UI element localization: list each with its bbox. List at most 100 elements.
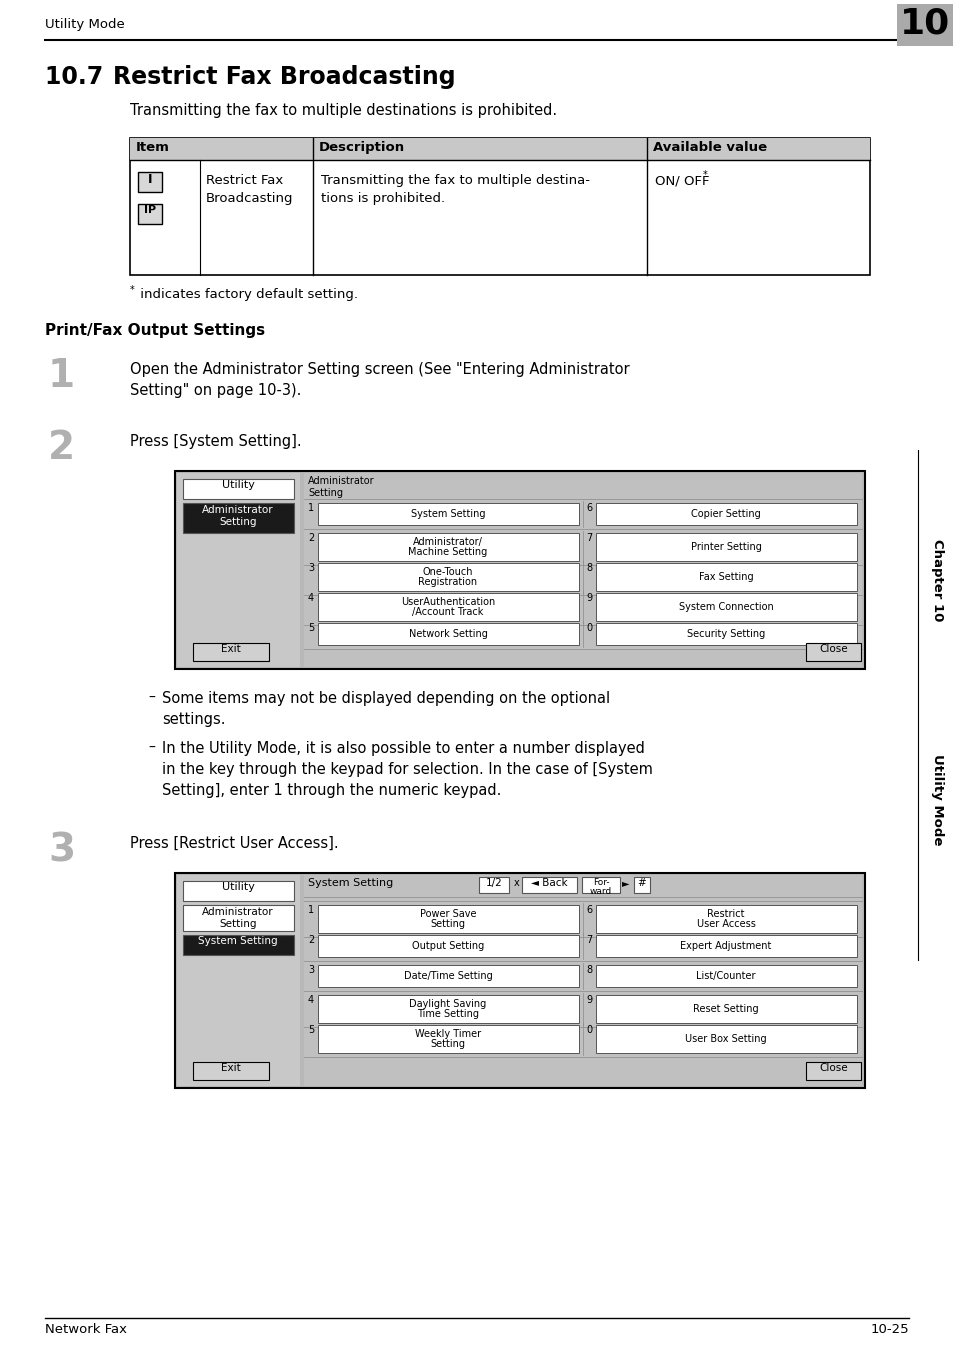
Text: Network Setting: Network Setting <box>408 629 487 639</box>
Bar <box>478 877 509 894</box>
Bar <box>596 904 856 933</box>
Bar <box>521 877 577 894</box>
Text: Network Fax: Network Fax <box>45 1324 127 1336</box>
Text: Item: Item <box>136 141 170 154</box>
Text: 9: 9 <box>585 995 592 1005</box>
Bar <box>596 995 856 1023</box>
Bar <box>193 644 269 661</box>
Text: Power Save
Setting: Power Save Setting <box>419 909 476 929</box>
Text: 0: 0 <box>585 1025 592 1036</box>
Text: 10.7: 10.7 <box>45 65 128 89</box>
Bar <box>304 473 862 667</box>
Text: Administrator
Setting: Administrator Setting <box>308 476 375 498</box>
Bar <box>193 1063 269 1080</box>
Text: System Setting: System Setting <box>198 936 277 946</box>
Text: Utility Mode: Utility Mode <box>45 18 125 31</box>
Bar <box>805 1063 861 1080</box>
Bar <box>304 875 862 1086</box>
Bar <box>596 503 856 525</box>
Bar <box>130 138 869 274</box>
Text: Open the Administrator Setting screen (See "Entering Administrator
Setting" on p: Open the Administrator Setting screen (S… <box>130 362 629 397</box>
Text: User Box Setting: User Box Setting <box>684 1034 766 1044</box>
Text: One-Touch
Registration: One-Touch Registration <box>418 566 477 587</box>
Text: 4: 4 <box>308 594 314 603</box>
Bar <box>896 4 953 46</box>
Bar <box>634 877 649 894</box>
Bar <box>581 877 619 894</box>
Text: Output Setting: Output Setting <box>412 941 483 950</box>
Bar <box>317 995 578 1023</box>
Bar <box>317 594 578 621</box>
Bar <box>596 936 856 957</box>
Bar <box>317 562 578 591</box>
Text: I: I <box>148 173 152 187</box>
Text: 2: 2 <box>308 533 314 544</box>
Text: Print/Fax Output Settings: Print/Fax Output Settings <box>45 323 265 338</box>
Bar <box>183 882 294 900</box>
Text: 8: 8 <box>585 562 592 573</box>
Text: Utility: Utility <box>221 480 254 489</box>
Text: *: * <box>130 285 134 295</box>
Text: 6: 6 <box>585 904 592 915</box>
Text: Utility Mode: Utility Mode <box>930 754 943 846</box>
Text: 10-25: 10-25 <box>869 1324 908 1336</box>
Text: Description: Description <box>318 141 405 154</box>
Text: UserAuthentication
/Account Track: UserAuthentication /Account Track <box>400 596 495 618</box>
Text: 5: 5 <box>308 623 314 633</box>
Bar <box>177 875 299 1086</box>
Bar <box>317 936 578 957</box>
Text: System Connection: System Connection <box>678 602 773 612</box>
Text: 6: 6 <box>585 503 592 512</box>
Bar <box>130 138 869 160</box>
Text: Daylight Saving
Time Setting: Daylight Saving Time Setting <box>409 999 486 1019</box>
Text: Copier Setting: Copier Setting <box>690 508 760 519</box>
Text: #: # <box>637 877 646 888</box>
Text: 10: 10 <box>899 5 949 41</box>
Text: Date/Time Setting: Date/Time Setting <box>403 971 492 982</box>
Text: 2: 2 <box>48 429 75 466</box>
Text: Expert Adjustment: Expert Adjustment <box>679 941 771 950</box>
Text: ►: ► <box>621 877 629 888</box>
Text: x: x <box>514 877 519 888</box>
Bar <box>596 965 856 987</box>
Bar <box>596 533 856 561</box>
Text: 3: 3 <box>308 562 314 573</box>
Text: Available value: Available value <box>652 141 766 154</box>
Text: –: – <box>148 691 154 704</box>
Bar <box>317 965 578 987</box>
Bar <box>177 473 299 667</box>
Bar <box>317 1025 578 1053</box>
Text: Press [Restrict User Access].: Press [Restrict User Access]. <box>130 836 338 850</box>
Text: In the Utility Mode, it is also possible to enter a number displayed
in the key : In the Utility Mode, it is also possible… <box>162 741 652 798</box>
Text: 3: 3 <box>48 831 75 869</box>
Bar <box>596 594 856 621</box>
Bar <box>138 204 162 224</box>
Bar <box>317 904 578 933</box>
Text: Weekly Timer
Setting: Weekly Timer Setting <box>415 1029 480 1049</box>
Text: Fax Setting: Fax Setting <box>698 572 753 581</box>
Text: Transmitting the fax to multiple destina-
tions is prohibited.: Transmitting the fax to multiple destina… <box>320 174 589 206</box>
Text: 4: 4 <box>308 995 314 1005</box>
Text: Reset Setting: Reset Setting <box>693 1005 758 1014</box>
Text: 1/2: 1/2 <box>485 877 502 888</box>
Bar <box>183 904 294 932</box>
Text: Close: Close <box>819 1063 847 1073</box>
Bar <box>183 479 294 499</box>
Text: 2: 2 <box>308 936 314 945</box>
Text: Printer Setting: Printer Setting <box>690 542 760 552</box>
Text: Restrict Fax Broadcasting: Restrict Fax Broadcasting <box>112 65 456 89</box>
Text: 7: 7 <box>585 936 592 945</box>
Bar <box>596 1025 856 1053</box>
Text: Press [System Setting].: Press [System Setting]. <box>130 434 301 449</box>
Text: –: – <box>148 741 154 754</box>
Text: *: * <box>702 170 707 180</box>
Text: 1: 1 <box>308 904 314 915</box>
Text: 1: 1 <box>48 357 75 395</box>
Text: Chapter 10: Chapter 10 <box>930 539 943 621</box>
Text: Exit: Exit <box>221 1063 240 1073</box>
Text: Transmitting the fax to multiple destinations is prohibited.: Transmitting the fax to multiple destina… <box>130 103 557 118</box>
Text: 5: 5 <box>308 1025 314 1036</box>
Text: 7: 7 <box>585 533 592 544</box>
Text: System Setting: System Setting <box>308 877 393 888</box>
Bar <box>596 623 856 645</box>
